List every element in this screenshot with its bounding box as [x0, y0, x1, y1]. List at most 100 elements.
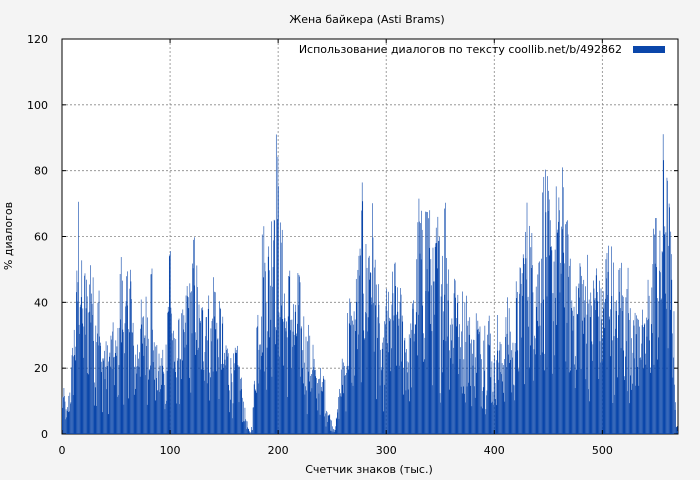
bar	[463, 359, 465, 434]
bar	[604, 327, 606, 434]
bar	[65, 419, 66, 434]
bar	[287, 396, 288, 434]
bar	[251, 426, 252, 434]
bar	[144, 337, 145, 434]
bar	[552, 373, 553, 434]
bar	[151, 268, 153, 434]
legend: Использование диалогов по тексту coollib…	[299, 43, 665, 56]
bar	[613, 336, 615, 434]
bar	[459, 359, 461, 434]
bar	[576, 369, 578, 434]
bar	[650, 372, 652, 434]
bar	[233, 363, 235, 434]
bar	[230, 358, 232, 434]
bar	[518, 369, 519, 434]
bar	[442, 255, 444, 434]
bar	[642, 368, 644, 434]
bar	[535, 286, 537, 434]
bar	[78, 201, 79, 434]
bar	[602, 291, 604, 434]
bar	[498, 379, 499, 434]
bar	[361, 182, 363, 434]
bar	[362, 201, 364, 434]
bar	[262, 352, 264, 434]
bar	[193, 285, 195, 434]
bar	[360, 255, 361, 434]
bar	[364, 339, 365, 434]
bar	[487, 334, 488, 434]
bar	[273, 219, 275, 434]
bar	[353, 324, 354, 434]
bar	[396, 365, 398, 434]
bar	[122, 329, 124, 434]
bar	[208, 372, 210, 434]
bar	[447, 300, 449, 434]
bar	[178, 318, 180, 434]
bar	[658, 337, 659, 434]
bar	[94, 387, 96, 434]
bar	[290, 330, 291, 434]
bar	[550, 246, 552, 434]
bar	[388, 321, 390, 434]
bar	[335, 417, 337, 434]
bar	[388, 291, 389, 434]
bar	[125, 306, 126, 434]
bar	[198, 347, 199, 434]
bar	[374, 267, 375, 434]
bar	[645, 364, 647, 434]
bar	[225, 345, 227, 434]
bar	[118, 395, 119, 434]
bar	[584, 317, 586, 434]
bar	[627, 267, 629, 434]
bar	[407, 372, 408, 434]
bar	[656, 267, 657, 434]
bar	[296, 336, 298, 434]
bar	[120, 319, 121, 434]
bar	[315, 369, 317, 434]
bar	[513, 385, 515, 434]
bar	[381, 348, 383, 434]
bar	[476, 372, 478, 434]
bar	[287, 316, 289, 434]
bar	[342, 384, 344, 434]
bar	[333, 428, 334, 434]
bar	[274, 327, 276, 434]
bar	[535, 354, 536, 434]
bar	[448, 269, 449, 434]
bar	[608, 245, 609, 434]
bar	[193, 239, 194, 434]
bar	[629, 308, 631, 434]
bar	[165, 403, 166, 434]
bar	[647, 320, 648, 434]
bar	[630, 338, 632, 434]
bar	[117, 328, 119, 434]
x-tick-label: 100	[160, 444, 181, 457]
bar	[447, 336, 448, 434]
bar	[83, 326, 85, 434]
bar	[554, 355, 555, 434]
bar	[496, 315, 498, 434]
bar	[214, 292, 216, 434]
bar	[649, 340, 650, 434]
bar	[156, 345, 158, 434]
bar	[504, 359, 505, 434]
bar	[562, 167, 563, 434]
bar	[628, 313, 629, 434]
bar	[551, 250, 553, 434]
bar	[571, 300, 573, 434]
bar	[488, 315, 490, 434]
bar	[92, 277, 94, 434]
bar	[615, 310, 617, 434]
bar	[357, 269, 359, 434]
bar	[171, 333, 173, 434]
bar	[419, 221, 420, 434]
bar	[633, 320, 634, 434]
bar	[239, 366, 240, 434]
bar	[566, 221, 567, 434]
bar	[142, 317, 144, 434]
bar	[438, 240, 439, 434]
bar	[211, 321, 213, 434]
bar	[610, 309, 612, 434]
bar	[244, 421, 245, 434]
bar	[572, 330, 574, 434]
